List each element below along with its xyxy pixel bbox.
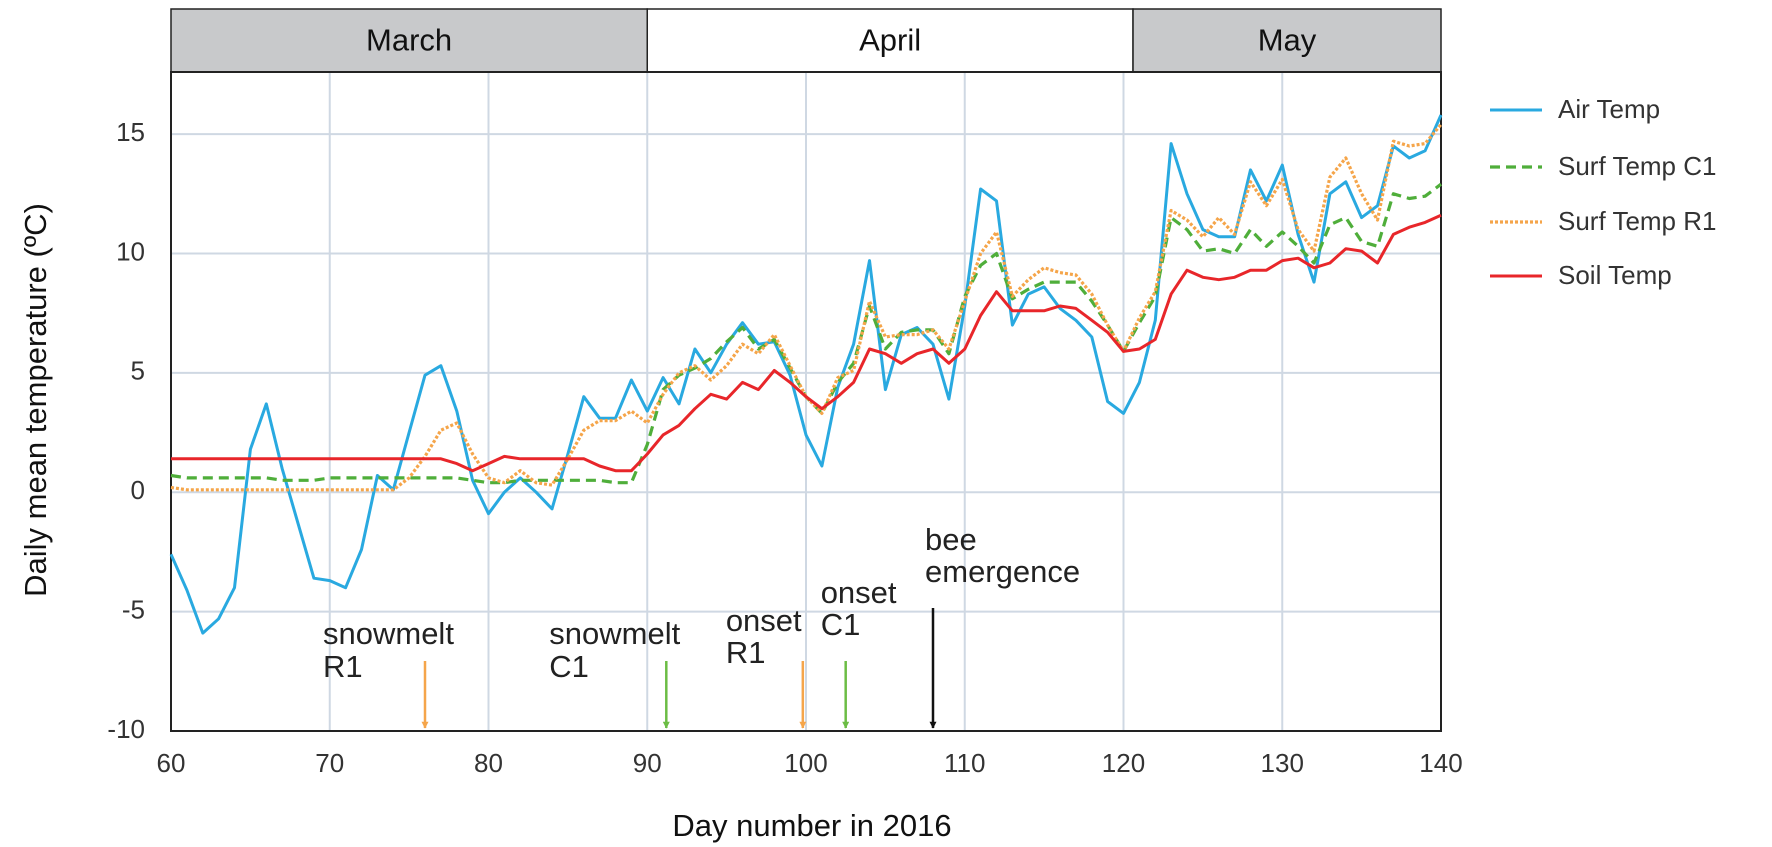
x-tick-label: 60 [157, 748, 186, 778]
x-tick-label: 110 [944, 748, 985, 778]
series-line [170, 123, 1443, 492]
series-line [169, 114, 1443, 635]
series-line [171, 213, 1442, 473]
annotation-text: bee [925, 522, 977, 557]
y-tick-label: -10 [107, 714, 145, 744]
month-band [170, 8, 648, 73]
y-tick-label: 10 [116, 236, 145, 266]
month-band [1132, 8, 1442, 73]
annotation-text: R1 [726, 635, 766, 670]
x-tick-label: 100 [784, 748, 827, 778]
y-tick-label: 0 [131, 475, 145, 505]
y-tick-label: 5 [131, 356, 145, 386]
annotation-text: R1 [323, 649, 363, 684]
annotation-text: C1 [821, 607, 861, 642]
legend-label: Soil Temp [1558, 260, 1672, 290]
month-label: March [366, 23, 452, 58]
month-label: April [859, 23, 921, 58]
plot-frame [170, 71, 1442, 732]
annotation-text: snowmelt [323, 616, 454, 651]
y-axis-title: Daily mean temperature (ºC) [18, 203, 53, 597]
annotation-text: C1 [549, 649, 589, 684]
annotation-text: onset [821, 575, 897, 610]
legend-label: Surf Temp R1 [1558, 206, 1716, 236]
legend-label: Air Temp [1558, 94, 1660, 124]
x-tick-label: 70 [315, 748, 344, 778]
annotation-text: snowmelt [549, 616, 680, 651]
annotation-text: emergence [925, 554, 1080, 589]
x-tick-label: 120 [1102, 748, 1145, 778]
x-axis-title: Day number in 2016 [672, 808, 951, 843]
legend-label: Surf Temp C1 [1558, 151, 1716, 181]
annotation-text: onset [726, 603, 802, 638]
month-label: May [1258, 23, 1317, 58]
month-band [646, 8, 1134, 73]
x-tick-label: 80 [474, 748, 503, 778]
y-tick-label: -5 [122, 594, 145, 624]
x-tick-label: 140 [1419, 748, 1462, 778]
y-tick-label: 15 [116, 117, 145, 147]
x-tick-label: 130 [1261, 748, 1304, 778]
x-tick-label: 90 [633, 748, 662, 778]
